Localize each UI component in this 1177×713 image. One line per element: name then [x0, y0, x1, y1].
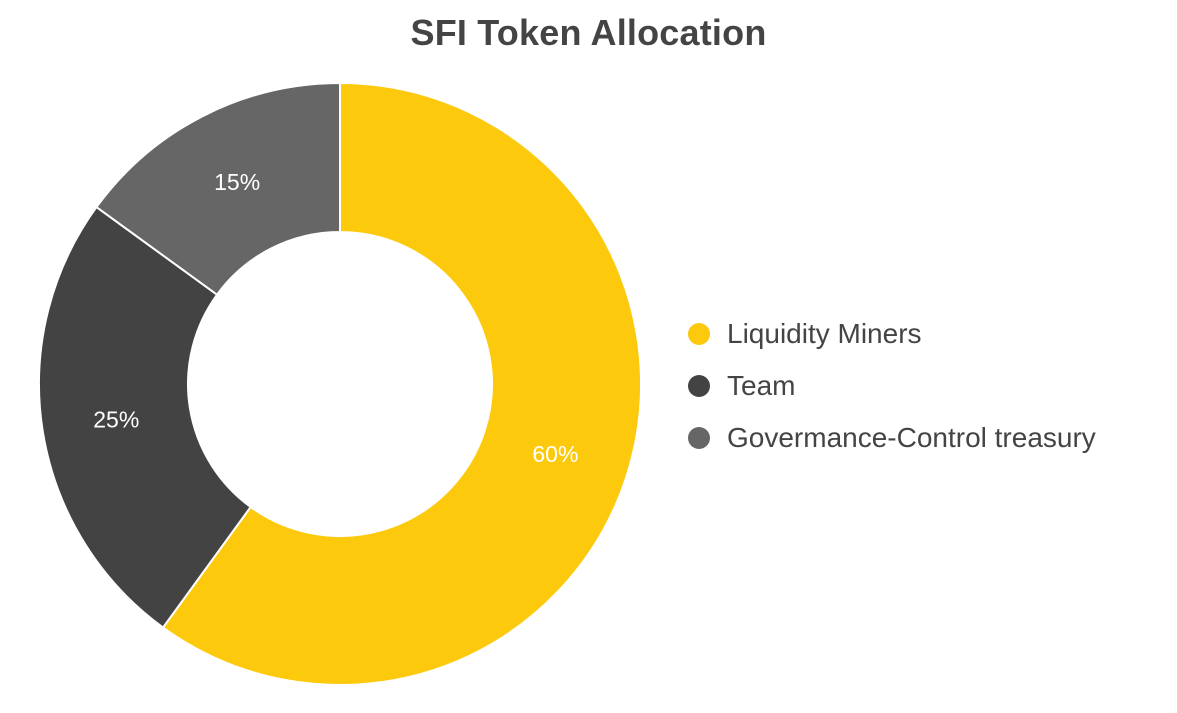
chart-title: SFI Token Allocation — [410, 12, 767, 53]
legend-label: Liquidity Miners — [727, 318, 922, 349]
legend-item-liquidity-miners: Liquidity Miners — [688, 308, 1096, 360]
slice-governance-treasury — [95, 81, 341, 297]
slice-label-governance-treasury: 15% — [214, 169, 260, 195]
legend-item-governance-treasury: Govermance-Control treasury — [688, 412, 1096, 464]
slice-label-liquidity-miners: 60% — [532, 441, 578, 467]
slice-team — [38, 205, 253, 629]
legend-swatch — [688, 427, 710, 449]
slice-label-team: 25% — [93, 406, 139, 432]
legend-item-team: Team — [688, 360, 1096, 412]
legend-swatch — [688, 375, 710, 397]
chart-legend: Liquidity Miners Team Govermance-Control… — [688, 308, 1096, 464]
slice-liquidity-miners — [161, 81, 642, 686]
legend-swatch — [688, 323, 710, 345]
donut-slices — [38, 81, 642, 686]
legend-label: Govermance-Control treasury — [727, 422, 1096, 453]
legend-label: Team — [727, 370, 796, 401]
slice-labels: 60% 25% 15% — [93, 169, 578, 467]
